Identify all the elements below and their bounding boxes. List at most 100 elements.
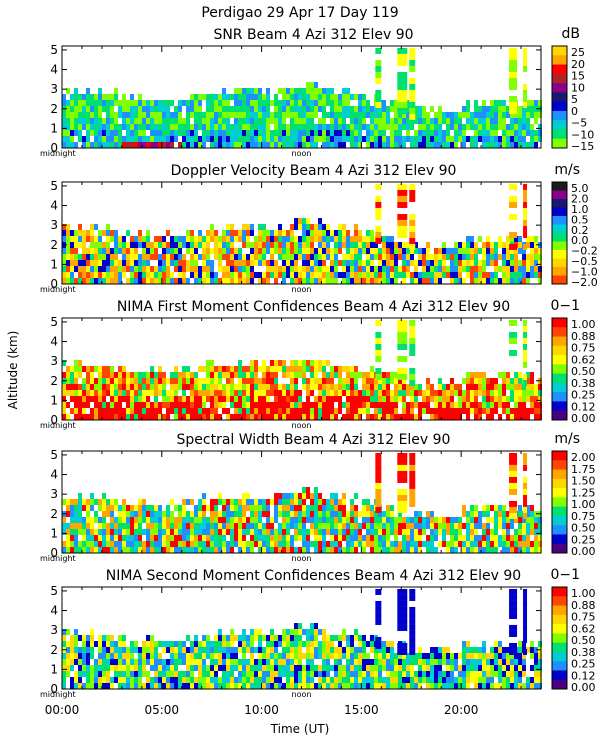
- heatmap-cell: [409, 232, 415, 238]
- heatmap-cell: [270, 142, 274, 148]
- heatmap-cell: [446, 130, 450, 136]
- heatmap-cell: [366, 124, 370, 130]
- heatmap-cell: [326, 523, 330, 529]
- heatmap-cell: [430, 529, 434, 535]
- heatmap-cell: [90, 641, 94, 647]
- heatmap-cell: [402, 124, 406, 130]
- heatmap-cell: [114, 384, 118, 390]
- heatmap-cell: [374, 130, 378, 136]
- heatmap-cell: [226, 260, 230, 266]
- heatmap-cell: [194, 142, 198, 148]
- heatmap-cell: [326, 242, 330, 248]
- heatmap-cell: [90, 541, 94, 547]
- heatmap-cell: [190, 236, 194, 242]
- heatmap-cell: [438, 112, 442, 118]
- heatmap-cell: [418, 529, 422, 535]
- heatmap-cell: [222, 88, 226, 94]
- heatmap-cell: [486, 272, 490, 278]
- heatmap-cell: [238, 360, 242, 366]
- heatmap-cell: [375, 356, 381, 362]
- heatmap-cell: [114, 541, 118, 547]
- heatmap-cell: [282, 529, 286, 535]
- heatmap-cell: [310, 499, 314, 505]
- heatmap-cell: [282, 118, 286, 124]
- heatmap-cell: [350, 659, 354, 665]
- heatmap-cell: [174, 671, 178, 677]
- heatmap-cell: [266, 414, 270, 420]
- heatmap-cell: [318, 218, 322, 224]
- heatmap-cell: [210, 396, 214, 402]
- heatmap-cell: [470, 396, 474, 402]
- heatmap-cell: [206, 396, 210, 402]
- heatmap-cell: [394, 124, 398, 130]
- heatmap-cell: [514, 396, 518, 402]
- heatmap-cell: [306, 505, 310, 511]
- heatmap-cell: [442, 254, 446, 260]
- heatmap-cell: [294, 665, 298, 671]
- heatmap-cell: [334, 248, 338, 254]
- heatmap-cell: [170, 236, 174, 242]
- heatmap-cell: [62, 278, 66, 284]
- heatmap-cell: [274, 408, 278, 414]
- heatmap-cell: [390, 124, 394, 130]
- heatmap-cell: [506, 266, 510, 272]
- heatmap-cell: [238, 106, 242, 112]
- heatmap-cell: [70, 378, 74, 384]
- heatmap-cell: [178, 523, 182, 529]
- heatmap-cell: [350, 541, 354, 547]
- heatmap-cell: [126, 511, 130, 517]
- heatmap-cell: [130, 529, 134, 535]
- heatmap-cell: [270, 118, 274, 124]
- heatmap-cell: [358, 266, 362, 272]
- heatmap-cell: [490, 384, 494, 390]
- heatmap-cell: [178, 653, 182, 659]
- heatmap-cell: [458, 535, 462, 541]
- heatmap-cell: [150, 378, 154, 384]
- heatmap-cell: [70, 529, 74, 535]
- heatmap-cell: [118, 402, 122, 408]
- heatmap-cell: [214, 641, 218, 647]
- heatmap-cell: [282, 541, 286, 547]
- heatmap-cell: [334, 230, 338, 236]
- heatmap-cell: [198, 384, 202, 390]
- heatmap-cell: [206, 390, 210, 396]
- heatmap-cell: [106, 384, 110, 390]
- heatmap-cell: [230, 384, 234, 390]
- heatmap-cell: [302, 112, 306, 118]
- heatmap-cell: [110, 541, 114, 547]
- heatmap-cell: [510, 390, 514, 396]
- heatmap-cell: [106, 248, 110, 254]
- heatmap-cell: [130, 665, 134, 671]
- heatmap-cell: [350, 124, 354, 130]
- heatmap-cell: [166, 505, 170, 511]
- heatmap-cell: [138, 100, 142, 106]
- heatmap-cell: [118, 641, 122, 647]
- heatmap-cell: [462, 248, 466, 254]
- heatmap-cell: [222, 635, 226, 641]
- heatmap-cell: [314, 671, 318, 677]
- heatmap-cell: [162, 130, 166, 136]
- heatmap-cell: [142, 124, 146, 130]
- heatmap-cell: [190, 547, 194, 553]
- heatmap-cell: [418, 130, 422, 136]
- heatmap-cell: [358, 665, 362, 671]
- heatmap-cell: [458, 517, 462, 523]
- heatmap-cell: [142, 647, 146, 653]
- heatmap-cell: [214, 372, 218, 378]
- heatmap-cell: [523, 477, 527, 483]
- heatmap-cell: [194, 384, 198, 390]
- heatmap-cell: [338, 396, 342, 402]
- heatmap-cell: [374, 272, 378, 278]
- heatmap-cell: [509, 453, 517, 459]
- heatmap-cell: [222, 523, 226, 529]
- heatmap-cell: [534, 136, 538, 142]
- heatmap-cell: [382, 517, 386, 523]
- heatmap-cell: [250, 224, 254, 230]
- heatmap-cell: [526, 124, 530, 130]
- heatmap-cell: [242, 641, 246, 647]
- heatmap-cell: [90, 254, 94, 260]
- heatmap-cell: [254, 378, 258, 384]
- heatmap-cell: [274, 414, 278, 420]
- heatmap-cell: [442, 414, 446, 420]
- heatmap-cell: [397, 78, 407, 84]
